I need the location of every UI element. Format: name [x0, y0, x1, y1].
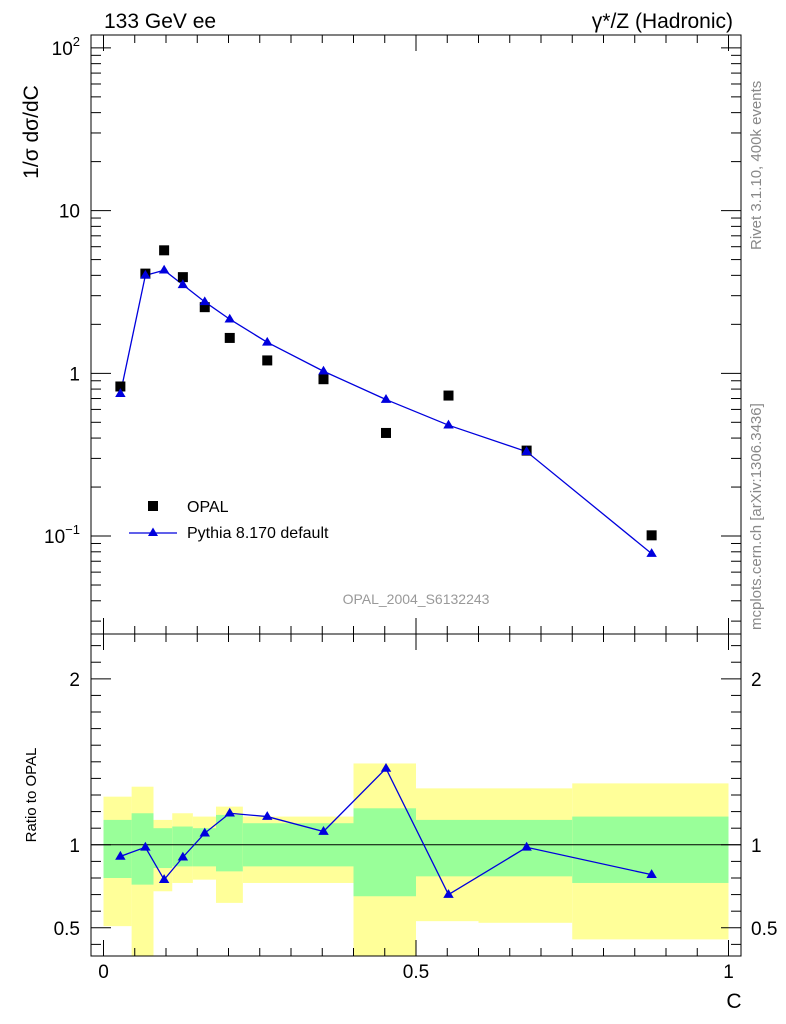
analysis-watermark: OPAL_2004_S6132243 [343, 591, 490, 607]
x-tick-label: 0 [98, 962, 109, 983]
ratio-pythia-point [443, 889, 454, 898]
ratio-y-tick-label-right: 1 [751, 836, 762, 857]
pythia-point [158, 264, 170, 274]
tick-labels: 0 0.5 1 102 10 1 10−1 0.5 0.5 1 1 2 2 [44, 34, 777, 983]
mcplots-label: mcplots.cern.ch [arXiv:1306.3436] [748, 403, 765, 630]
ratio-pythia-line [120, 767, 652, 896]
y-tick-label: 1 [69, 364, 80, 385]
y-tick-label: 10 [59, 202, 80, 223]
ratio-pythia-point [115, 850, 126, 860]
pythia-point [646, 548, 657, 557]
ratio-y-tick-label-right: 0.5 [751, 919, 777, 940]
ratio-pythia-point [646, 869, 657, 878]
pythia-point [224, 313, 235, 323]
ratio-band-inner [192, 828, 216, 867]
pythia-point [443, 419, 454, 429]
legend-opal-marker [148, 501, 158, 511]
opal-point [224, 332, 235, 343]
ratio-bands [103, 763, 729, 956]
pythia-point [262, 336, 273, 346]
legend-pythia-label: Pythia 8.170 default [187, 525, 329, 542]
ratio-band-inner [216, 814, 243, 872]
main-frame [90, 34, 742, 635]
rivet-version-label: Rivet 3.1.10, 400k events [748, 81, 765, 250]
opal-point [443, 390, 454, 401]
ratio-band-inner [153, 828, 173, 869]
ratio-y-axis-label: Ratio to OPAL [23, 748, 40, 843]
ratio-pythia-point [199, 827, 210, 837]
ratio-pythia-point [318, 826, 329, 835]
ratio-pythia-point [140, 841, 151, 851]
pythia-point [177, 279, 189, 289]
opal-point [646, 530, 657, 541]
legend-pythia-marker [148, 527, 158, 536]
pythia-point [380, 394, 392, 403]
y-tick-label: 102 [52, 34, 80, 60]
legend-opal-label: OPAL [187, 499, 229, 516]
main-y-axis-label: 1/σ dσ/dC [20, 85, 43, 179]
main-series [115, 245, 657, 557]
pythia-point [140, 269, 151, 279]
ratio-pythia-point [380, 762, 392, 772]
ratio-series [115, 762, 657, 898]
axes [90, 34, 742, 957]
opal-point [262, 355, 273, 366]
ratio-pythia-point [177, 851, 189, 861]
x-tick-label: 1 [723, 962, 734, 983]
y-tick-label: 10−1 [44, 522, 80, 548]
ratio-pythia-point [262, 811, 273, 820]
x-tick-label: 0.5 [403, 962, 429, 983]
pythia-point [199, 296, 210, 306]
ratio-y-tick-label-right: 2 [751, 670, 762, 691]
ratio-pythia-point [521, 841, 532, 851]
opal-point [115, 381, 126, 392]
opal-point [159, 245, 170, 256]
ratio-y-tick-label-left: 1 [69, 836, 80, 857]
ratio-y-tick-label-left: 0.5 [54, 919, 80, 940]
ratio-y-tick-label-left: 2 [69, 670, 80, 691]
opal-point [381, 427, 391, 438]
pythia-point [521, 446, 532, 455]
opal-point [318, 374, 329, 385]
x-axis-label: C [726, 990, 741, 1013]
header-left-label: 133 GeV ee [104, 10, 216, 33]
ratio-band-inner [103, 819, 132, 878]
ratio-band-inner [416, 819, 479, 877]
pythia-point [318, 365, 329, 375]
ratio-band-inner [353, 808, 416, 897]
opal-point [177, 272, 188, 283]
ratio-band-inner [172, 826, 193, 867]
legend: OPAL Pythia 8.170 default [129, 499, 329, 542]
header-right-label: γ*/Z (Hadronic) [592, 10, 733, 33]
ratio-pythia-point [224, 807, 235, 817]
ratio-pythia-point [158, 874, 170, 883]
pythia-point [115, 388, 126, 397]
opal-point [199, 302, 210, 313]
